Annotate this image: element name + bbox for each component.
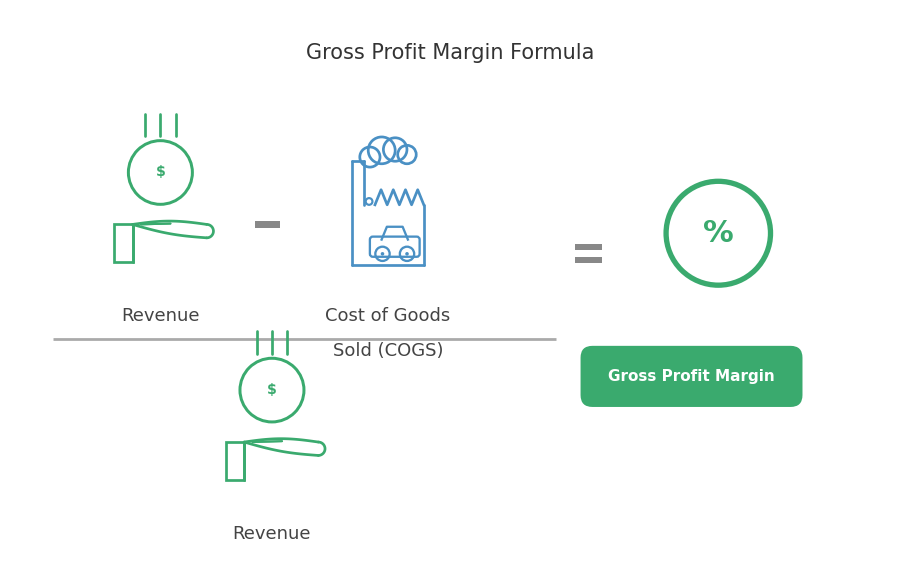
Text: Cost of Goods: Cost of Goods xyxy=(325,307,450,325)
FancyBboxPatch shape xyxy=(576,257,603,263)
Circle shape xyxy=(405,252,409,256)
Text: $: $ xyxy=(267,383,277,397)
Text: Gross Profit Margin: Gross Profit Margin xyxy=(608,369,775,384)
FancyBboxPatch shape xyxy=(255,221,280,228)
Text: Revenue: Revenue xyxy=(232,525,311,543)
Text: Revenue: Revenue xyxy=(121,307,200,325)
Text: Gross Profit Margin Formula: Gross Profit Margin Formula xyxy=(306,43,595,63)
Text: %: % xyxy=(703,218,733,248)
FancyBboxPatch shape xyxy=(576,243,603,249)
FancyBboxPatch shape xyxy=(580,346,803,407)
Text: $: $ xyxy=(156,166,165,180)
Text: Sold (COGS): Sold (COGS) xyxy=(332,342,443,360)
Circle shape xyxy=(381,252,385,256)
